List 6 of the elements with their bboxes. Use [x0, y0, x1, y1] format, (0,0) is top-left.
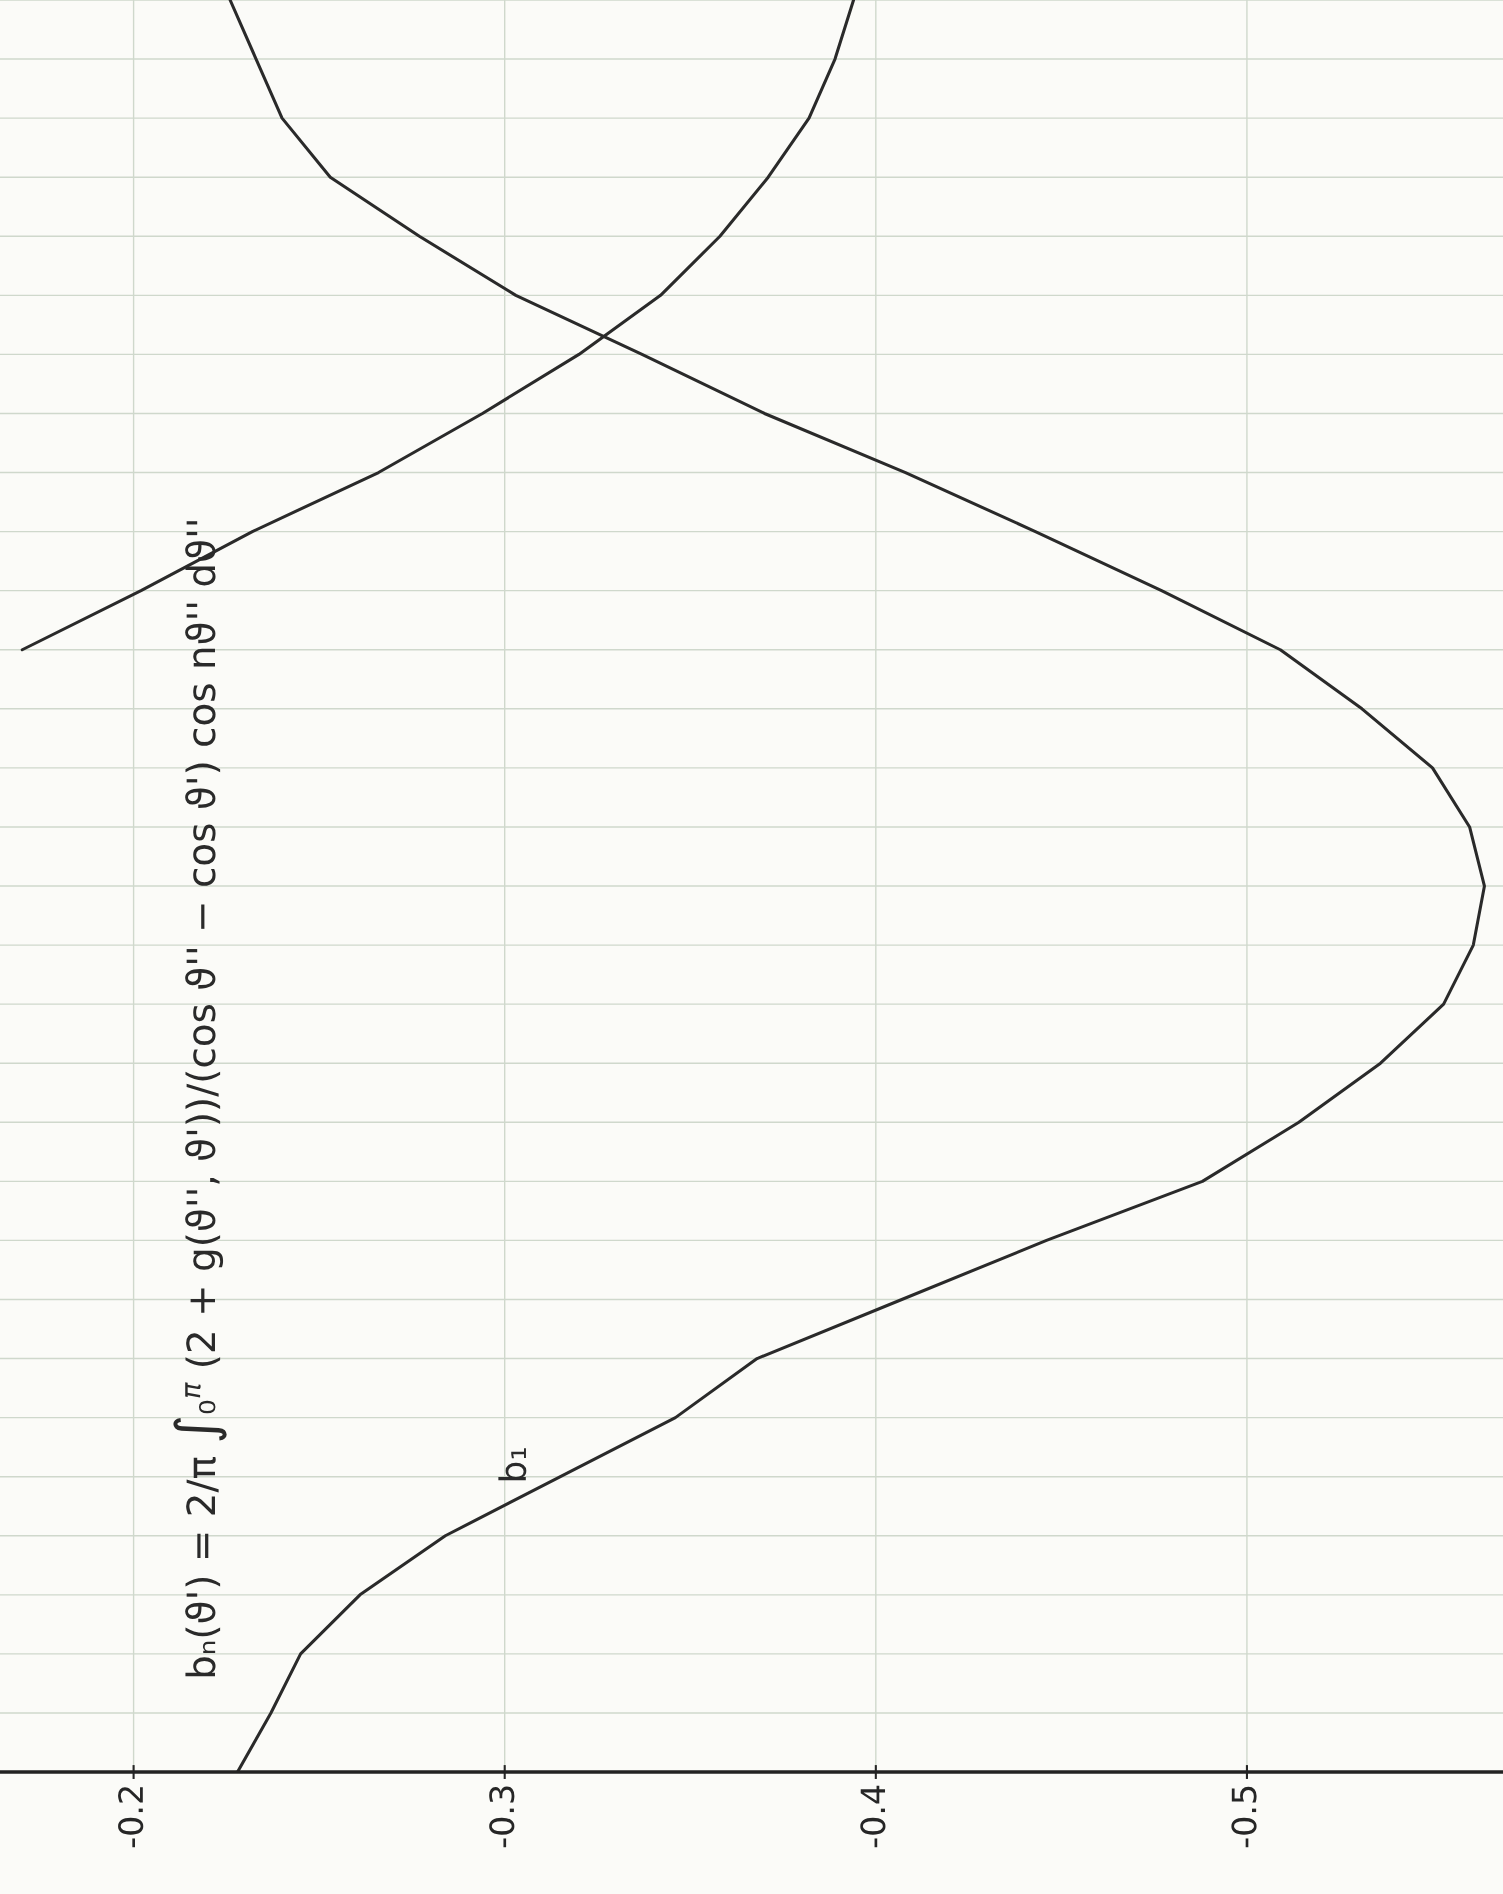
x-tick-label: -0.2 [118, 1787, 144, 1848]
x-tick-label: -0.3 [489, 1786, 515, 1848]
x-tick-label: -0.4 [860, 1785, 886, 1848]
x-tick-label: -0.5 [1231, 1786, 1257, 1848]
text: b₁ [498, 1448, 527, 1481]
annotation: bₙ(ϑ') = 2/π ∫₀$^{π}$ (2 + g(ϑ'', ϑ'))/(cos ϑ'' − cos ϑ') cos nϑ'' dϑ'' [173, 521, 227, 1677]
